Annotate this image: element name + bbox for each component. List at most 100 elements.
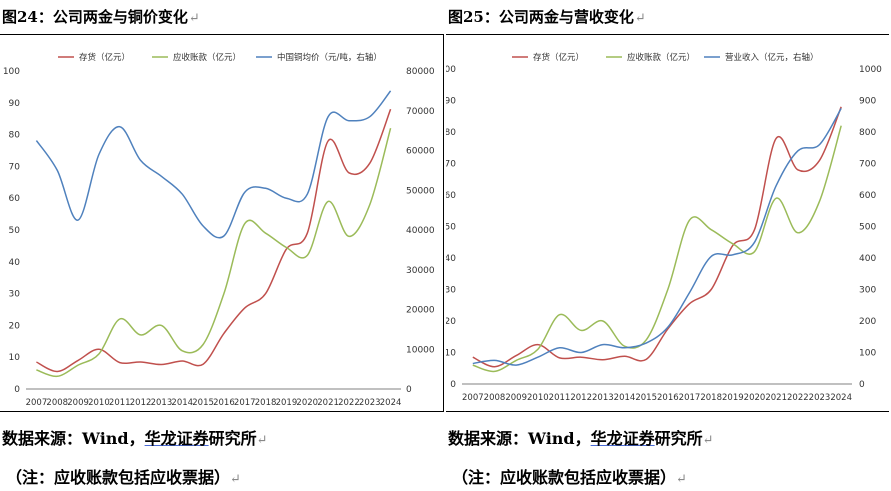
x-tick-label: 2009: [505, 393, 527, 403]
x-tick-label: 2024: [380, 398, 402, 408]
x-tick-label: 2021: [317, 398, 339, 408]
paragraph-mark: ↵: [230, 472, 241, 487]
x-tick-label: 2015: [192, 398, 214, 408]
panel-divider: [443, 34, 444, 410]
y2-tick-label: 500: [859, 223, 876, 233]
y2-tick-label: 50000: [406, 186, 435, 196]
y-tick-label: 10: [9, 353, 21, 363]
y2-tick-label: 900: [859, 97, 876, 107]
x-tick-label: 2014: [614, 393, 636, 403]
paragraph-mark: ↵: [634, 11, 646, 26]
y2-tick-label: 0: [406, 385, 412, 395]
y-tick-label: 50: [446, 223, 456, 233]
y2-tick-label: 700: [859, 160, 876, 170]
left-panel: 图24：公司两金与铜价变化↵ 0 10 20 30 40 50 60 70 80 90 100 0 10…: [0, 0, 444, 491]
x-tick-label: 2018: [255, 398, 277, 408]
y-tick-label: 90: [9, 99, 21, 109]
right-source: 数据来源：Wind，华龙证券研究所↵: [448, 429, 714, 448]
y-tick-label: 80: [9, 131, 21, 141]
y2-tick-label: 20000: [406, 306, 435, 316]
x-tick-label: 2007: [462, 393, 484, 403]
y-tick-label: 70: [9, 162, 21, 172]
y-tick-label: 40: [446, 254, 456, 264]
x-tick-label: 2012: [570, 393, 592, 403]
x-tick-label: 2008: [46, 398, 68, 408]
y2-tick-label: 0: [859, 380, 865, 390]
paragraph-mark: ↵: [676, 472, 687, 487]
series-line-2: [472, 108, 842, 366]
left-source-link[interactable]: 华龙证券: [144, 429, 209, 448]
x-tick-label: 2010: [88, 398, 110, 408]
y2-tick-label: 10000: [406, 345, 435, 355]
y-tick-label: 60: [9, 194, 21, 204]
right-source-link[interactable]: 华龙证券: [590, 429, 655, 448]
y-tick-label: 80: [446, 128, 456, 138]
series-line-1: [472, 125, 842, 373]
x-tick-label: 2010: [527, 393, 549, 403]
x-tick-label: 2019: [276, 398, 298, 408]
legend-label-1: 应收账款（亿元）: [627, 52, 695, 63]
paragraph-mark: ↵: [702, 433, 714, 448]
y2-tick-label: 400: [859, 254, 876, 264]
x-tick-label: 2017: [234, 398, 256, 408]
paragraph-mark: ↵: [188, 11, 200, 26]
left-note: （注：应收账款包括应收票据）↵: [6, 468, 241, 487]
legend-label-2: 营业收入（亿元，右轴）: [725, 52, 819, 63]
y2-tick-label: 30000: [406, 266, 435, 276]
y2-tick-label: 800: [859, 128, 876, 138]
x-tick-label: 2024: [830, 393, 852, 403]
y-tick-label: 50: [9, 226, 21, 236]
y-tick-label: 10: [446, 349, 456, 359]
y-tick-label: 0: [450, 380, 456, 390]
right-note: （注：应收账款包括应收票据）↵: [452, 468, 687, 487]
y2-tick-label: 40000: [406, 226, 435, 236]
legend-label-1: 应收账款（亿元）: [173, 52, 241, 63]
x-tick-label: 2013: [151, 398, 173, 408]
x-tick-label: 2014: [171, 398, 193, 408]
series-line-0: [36, 108, 392, 373]
y-tick-label: 90: [446, 97, 456, 107]
y-tick-label: 60: [446, 191, 456, 201]
x-tick-label: 2011: [109, 398, 131, 408]
y-tick-label: 70: [446, 160, 456, 170]
x-tick-label: 2020: [296, 398, 318, 408]
x-tick-label: 2018: [700, 393, 722, 403]
paragraph-mark: ↵: [256, 433, 268, 448]
y-tick-label: 0: [14, 385, 20, 395]
x-tick-label: 2015: [635, 393, 657, 403]
y-tick-label: 100: [3, 67, 20, 77]
y2-tick-label: 60000: [406, 147, 435, 157]
y-tick-label: 40: [9, 258, 21, 268]
legend-label-0: 存货（亿元）: [79, 52, 130, 63]
y2-tick-label: 200: [859, 317, 876, 327]
y2-tick-label: 1000: [859, 65, 882, 75]
series-line-0: [472, 106, 842, 368]
x-tick-label: 2016: [657, 393, 679, 403]
y2-tick-label: 70000: [406, 107, 435, 117]
y2-tick-label: 80000: [406, 67, 435, 77]
x-tick-label: 2023: [809, 393, 831, 403]
x-tick-label: 2009: [67, 398, 89, 408]
x-tick-label: 2021: [765, 393, 787, 403]
x-tick-label: 2016: [213, 398, 235, 408]
series-line-1: [36, 128, 392, 378]
y-tick-label: 30: [446, 286, 456, 296]
y2-tick-label: 100: [859, 349, 876, 359]
left-source: 数据来源：Wind，华龙证券研究所↵: [2, 429, 268, 448]
y2-tick-label: 600: [859, 191, 876, 201]
left-chart-title: 图24：公司两金与铜价变化↵: [2, 8, 200, 26]
x-tick-label: 2013: [592, 393, 614, 403]
series-line-2: [35, 90, 392, 239]
x-tick-label: 2011: [549, 393, 571, 403]
x-tick-label: 2023: [359, 398, 381, 408]
y-tick-label: 30: [9, 290, 21, 300]
right-chart: 0102030405060708090100010020030040050060…: [446, 34, 889, 412]
x-tick-label: 2019: [722, 393, 744, 403]
x-tick-label: 2008: [484, 393, 506, 403]
right-panel: 图25：公司两金与营收变化↵ 0102030405060708090100010…: [446, 0, 889, 491]
left-chart: 0 10 20 30 40 50 60 70 80 90 100 0 10000 20000 30000 40…: [0, 34, 444, 412]
x-tick-label: 2007: [26, 398, 48, 408]
x-tick-label: 2020: [744, 393, 766, 403]
legend-label-2: 中国铜均价（元/吨，右轴）: [277, 52, 382, 63]
y-tick-label: 100: [446, 65, 456, 75]
